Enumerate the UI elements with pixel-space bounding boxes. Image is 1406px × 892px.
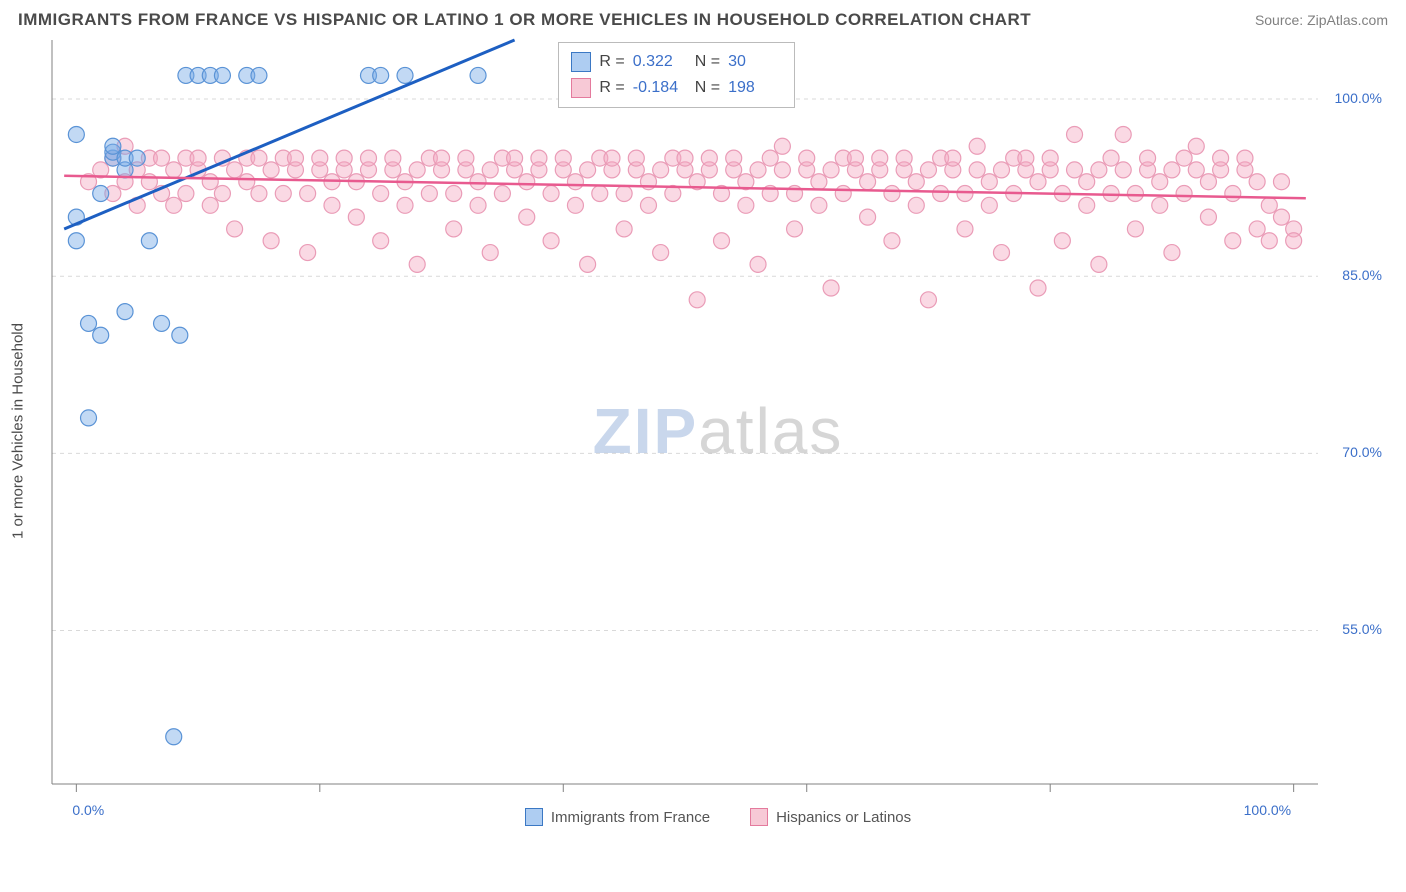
- stats-row: R =-0.184N =198: [571, 75, 782, 101]
- scatter-plot-svg: [48, 36, 1388, 826]
- legend-item: Immigrants from France: [525, 808, 710, 826]
- source-label: Source: ZipAtlas.com: [1255, 12, 1388, 28]
- y-axis-title: 1 or more Vehicles in Household: [10, 323, 27, 539]
- bottom-legend: Immigrants from France Hispanics or Latin…: [48, 808, 1388, 826]
- stats-row: R =0.322N =30: [571, 49, 782, 75]
- y-tick-label: 70.0%: [1342, 444, 1382, 460]
- plot-area: 1 or more Vehicles in Household ZIPatlas…: [48, 36, 1388, 826]
- y-tick-label: 100.0%: [1335, 90, 1382, 106]
- stats-box: R =0.322N =30R =-0.184N =198: [558, 42, 795, 108]
- y-tick-label: 55.0%: [1342, 621, 1382, 637]
- chart-title: IMMIGRANTS FROM FRANCE VS HISPANIC OR LA…: [18, 10, 1031, 30]
- y-tick-label: 85.0%: [1342, 267, 1382, 283]
- legend-item: Hispanics or Latinos: [750, 808, 911, 826]
